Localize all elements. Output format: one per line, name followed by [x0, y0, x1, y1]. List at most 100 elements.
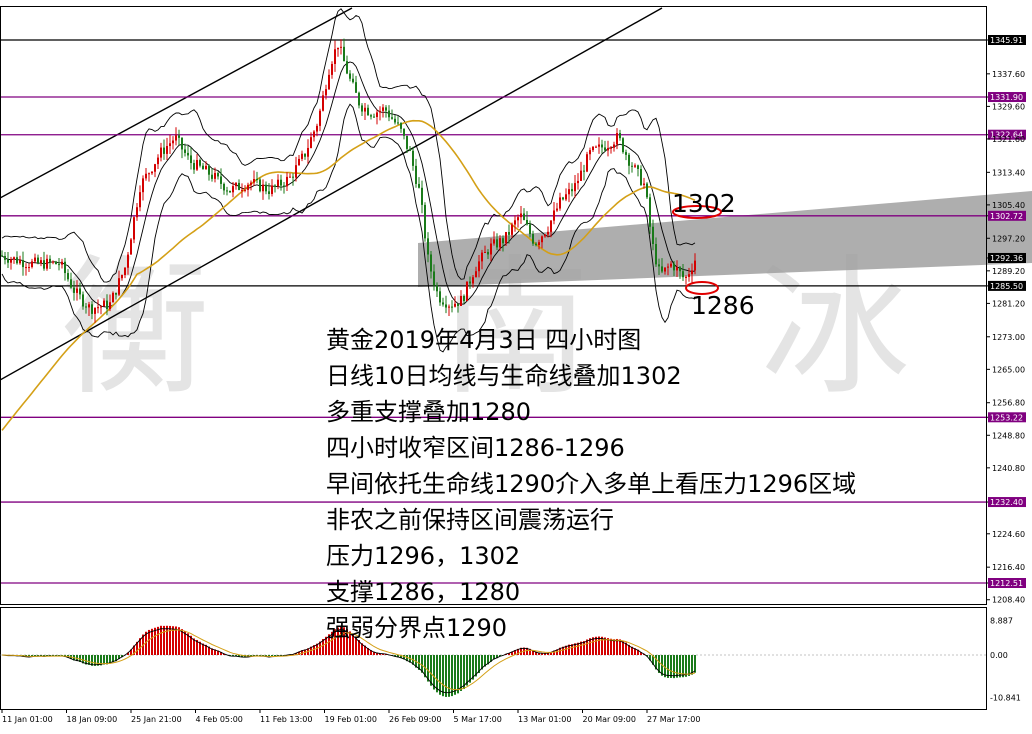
candle-body	[559, 197, 561, 209]
candle-body	[76, 288, 78, 293]
candle-body	[397, 122, 399, 124]
candle-body	[589, 150, 591, 155]
candle-body	[454, 303, 456, 307]
annotation-line: 早间依托生命线1290介入多单上看压力1296区域	[326, 470, 857, 498]
moving-average	[1, 119, 696, 431]
channel-lower-line	[0, 7, 663, 381]
price-label-box	[988, 210, 1026, 221]
candle-body	[346, 61, 348, 74]
price-label-box	[988, 497, 1026, 508]
candle-body	[490, 243, 492, 255]
candle-body	[178, 135, 180, 138]
marker-1286-ellipse	[685, 281, 719, 295]
candle-body	[298, 158, 300, 166]
candle-body	[37, 257, 39, 263]
candle-body	[238, 182, 240, 190]
candle-body	[250, 182, 252, 185]
price-label: 1208.40	[992, 596, 1025, 605]
candle-body	[67, 273, 69, 280]
candle-body	[574, 183, 576, 192]
annotation-line: 四小时收窄区间1286-1296	[326, 434, 625, 462]
candle-body	[433, 271, 435, 286]
candle-body	[79, 288, 81, 295]
candle-body	[340, 46, 342, 48]
candle-body	[325, 89, 327, 96]
time-label: 25 Jan 21:00	[131, 715, 182, 724]
candle-body	[1, 255, 3, 257]
candle-body	[172, 140, 174, 144]
candle-body	[343, 46, 345, 62]
band-upper	[1, 8, 696, 283]
candle-body	[637, 165, 639, 170]
candle-body	[514, 220, 516, 225]
candle-body	[505, 231, 507, 244]
candle-body	[682, 271, 684, 278]
candle-body	[112, 292, 114, 303]
candle-body	[517, 217, 519, 221]
candle-body	[385, 107, 387, 111]
candle-body	[430, 254, 432, 272]
time-label: 26 Feb 09:00	[389, 715, 441, 724]
candle-body	[460, 295, 462, 306]
candle-body	[211, 174, 213, 179]
candle-body	[598, 144, 600, 147]
candle-body	[247, 184, 249, 190]
candle-body	[493, 239, 495, 244]
candle-body	[220, 176, 222, 184]
candle-body	[19, 260, 21, 264]
price-label-box	[988, 129, 1026, 140]
price-label: 1240.80	[992, 464, 1025, 473]
candle-body	[409, 148, 411, 151]
candle-body	[196, 160, 198, 170]
candle-body	[664, 267, 666, 272]
candle-body	[547, 231, 549, 235]
candle-body	[199, 160, 201, 166]
candle-body	[658, 264, 660, 267]
price-label: 1212.51	[990, 579, 1023, 588]
candle-body	[631, 165, 633, 167]
price-label: 1313.40	[992, 168, 1025, 177]
candle-body	[130, 239, 132, 255]
candle-body	[694, 260, 696, 271]
price-label: 1273.00	[992, 333, 1025, 342]
candle-body	[418, 183, 420, 188]
candle-body	[676, 267, 678, 271]
candle-body	[652, 226, 654, 245]
candle-body	[367, 107, 369, 116]
candle-body	[526, 219, 528, 225]
candle-body	[148, 173, 150, 175]
candle-body	[691, 270, 693, 275]
candle-body	[313, 131, 315, 138]
time-label: 5 Mar 17:00	[454, 715, 502, 724]
candle-body	[124, 267, 126, 275]
candle-body	[4, 256, 6, 260]
price-label: 1345.91	[990, 36, 1023, 45]
candle-body	[475, 271, 477, 278]
candle-body	[256, 179, 258, 181]
time-label: 4 Feb 05:00	[196, 715, 243, 724]
price-label: 1248.80	[992, 431, 1025, 440]
candle-body	[451, 306, 453, 308]
indicator-label: 8.887	[990, 616, 1013, 625]
candle-body	[316, 125, 318, 132]
candle-body	[604, 147, 606, 151]
candle-body	[544, 234, 546, 237]
candle-body	[328, 74, 330, 90]
candle-body	[7, 259, 9, 263]
candle-body	[142, 178, 144, 193]
indicator-axis: 8.887 0.00 -10.841	[990, 616, 1021, 702]
candle-body	[301, 153, 303, 159]
annotation-line: 强弱分界点1290	[326, 614, 508, 642]
candle-body	[289, 176, 291, 178]
candle-body	[115, 292, 117, 295]
candle-body	[265, 184, 267, 192]
candle-body	[145, 173, 147, 179]
candle-body	[448, 306, 450, 308]
candle-body	[22, 260, 24, 268]
candle-body	[406, 135, 408, 149]
price-label: 1224.60	[992, 530, 1025, 539]
candle-body	[310, 137, 312, 148]
bollinger-bands	[1, 8, 696, 431]
candle-body	[481, 252, 483, 262]
